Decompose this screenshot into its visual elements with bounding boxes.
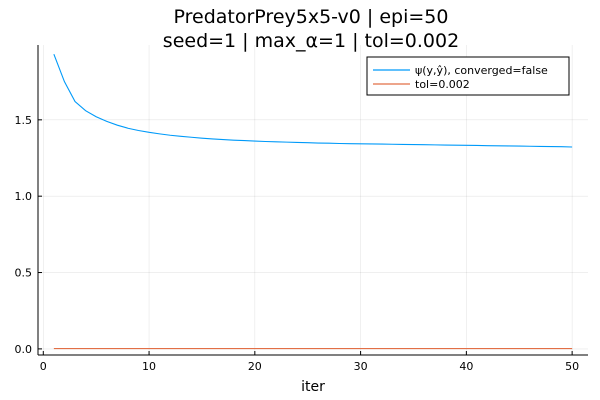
x-tick-label: 10 <box>142 360 156 373</box>
legend-box <box>366 56 570 96</box>
chart-title-line1: PredatorPrey5x5-v0 | epi=50 <box>174 6 449 28</box>
legend-label-series-2: tol=0.002 <box>415 78 470 91</box>
x-axis-label: iter <box>301 379 325 395</box>
series-layer <box>53 53 573 350</box>
series-line-1 <box>53 53 573 148</box>
ticks: 0 10 20 30 40 50 0.0 0.5 1.0 1.5 <box>15 114 580 373</box>
x-tick-label: 50 <box>565 360 579 373</box>
y-tick-label: 0.5 <box>15 267 33 280</box>
x-tick-label: 0 <box>40 360 47 373</box>
y-tick-label: 1.0 <box>15 190 33 203</box>
x-tick-label: 30 <box>354 360 368 373</box>
legend: ψ(y,ŷ), converged=false tol=0.002 <box>366 56 570 96</box>
x-tick-label: 20 <box>248 360 262 373</box>
axes <box>37 45 588 356</box>
y-tick-label: 0.0 <box>15 343 33 356</box>
y-tick-label: 1.5 <box>15 114 33 127</box>
legend-label-series-1: ψ(y,ŷ), converged=false <box>415 64 548 77</box>
x-tick-label: 40 <box>459 360 473 373</box>
chart-title-line2: seed=1 | max_α=1 | tol=0.002 <box>163 30 459 52</box>
